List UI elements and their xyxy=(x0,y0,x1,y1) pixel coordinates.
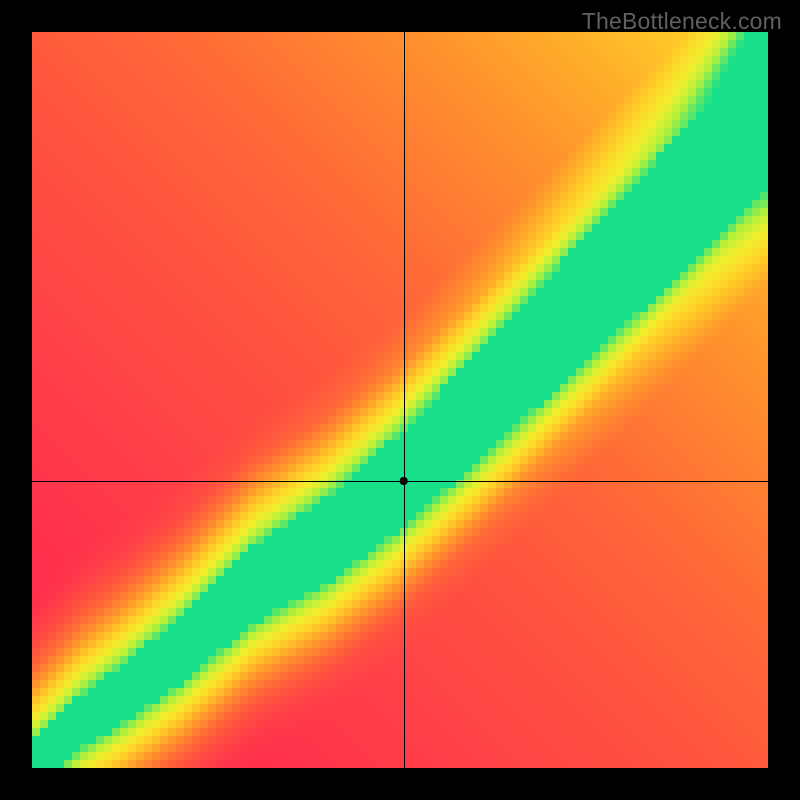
chart-frame: TheBottleneck.com xyxy=(0,0,800,800)
watermark-text: TheBottleneck.com xyxy=(582,8,782,35)
crosshair-overlay xyxy=(32,32,768,768)
